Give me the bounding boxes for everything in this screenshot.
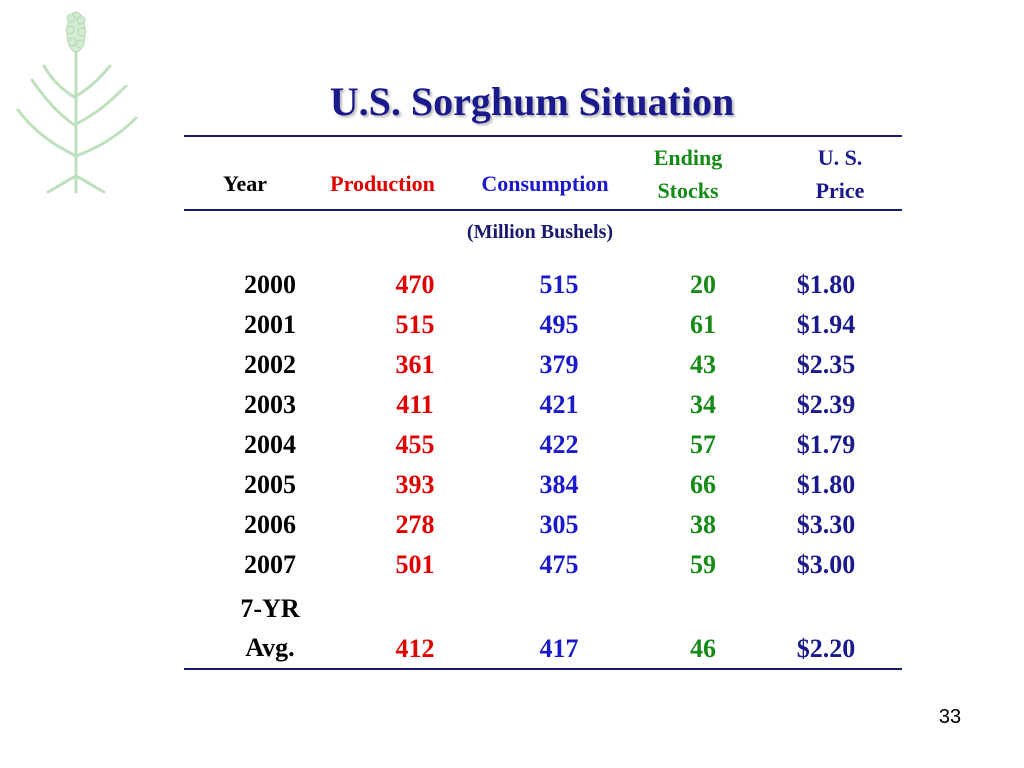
header-production: Production — [330, 171, 435, 196]
table-row: 2000 470 515 20 $1.80 — [0, 265, 1024, 305]
cell-ending-stocks: 59 — [690, 550, 716, 579]
cell-ending-stocks: 61 — [690, 310, 716, 339]
table-row: 2003 411 421 34 $2.39 — [0, 385, 1024, 425]
cell-year: 2001 — [244, 310, 296, 339]
cell-year: 2007 — [244, 550, 296, 579]
cell-consumption: 515 — [539, 270, 579, 299]
table-row: 2006 278 305 38 $3.30 — [0, 505, 1024, 545]
table-body: 2000 470 515 20 $1.80 2001 515 495 61 $1… — [0, 265, 1024, 585]
cell-price: $1.94 — [796, 310, 856, 339]
header-price-line2: Price — [815, 178, 865, 203]
cell-consumption: 379 — [539, 350, 579, 379]
cell-year: 2003 — [244, 390, 296, 419]
cell-ending-stocks: 57 — [690, 430, 716, 459]
header-price-line1: U. S. — [817, 145, 863, 170]
cell-ending-stocks: 34 — [690, 390, 716, 419]
cell-year: 2000 — [244, 270, 296, 299]
cell-production: 470 — [395, 270, 435, 299]
cell-price: $1.80 — [796, 270, 856, 299]
cell-consumption: 422 — [539, 430, 579, 459]
header-consumption: Consumption — [481, 171, 609, 196]
cell-average-ending-stocks: 46 — [690, 634, 716, 663]
cell-production: 411 — [396, 390, 434, 419]
header-price: U. S. Price — [772, 141, 908, 207]
cell-ending-stocks: 43 — [690, 350, 716, 379]
cell-consumption: 384 — [539, 470, 579, 499]
header-year: Year — [223, 171, 267, 196]
cell-consumption: 495 — [539, 310, 579, 339]
cell-consumption: 421 — [539, 390, 579, 419]
cell-year: 2005 — [244, 470, 296, 499]
header-ending-stocks-line1: Ending — [653, 145, 723, 170]
cell-price: $2.35 — [796, 350, 856, 379]
cell-average-production: 412 — [395, 634, 435, 663]
cell-ending-stocks: 38 — [690, 510, 716, 539]
cell-production: 278 — [395, 510, 435, 539]
header-ending-stocks: Ending Stocks — [620, 141, 756, 207]
units-label: (Million Bushels) — [466, 221, 614, 243]
average-label-line2: Avg. — [245, 633, 295, 662]
cell-price: $1.79 — [796, 430, 856, 459]
cell-price: $3.30 — [796, 510, 856, 539]
cell-production: 393 — [395, 470, 435, 499]
cell-year: 2006 — [244, 510, 296, 539]
cell-price: $2.39 — [796, 390, 856, 419]
table-row: 2002 361 379 43 $2.35 — [0, 345, 1024, 385]
cell-year: 2004 — [244, 430, 296, 459]
cell-production: 361 — [395, 350, 435, 379]
cell-consumption: 475 — [539, 550, 579, 579]
cell-ending-stocks: 66 — [690, 470, 716, 499]
cell-production: 501 — [395, 550, 435, 579]
cell-average-label: 7-YR Avg. — [220, 589, 320, 667]
cell-production: 515 — [395, 310, 435, 339]
average-row: 7-YR Avg. 412 417 46 $2.20 — [0, 589, 1024, 669]
sorghum-plant-icon — [16, 11, 138, 194]
cell-average-consumption: 417 — [539, 634, 579, 663]
cell-average-price: $2.20 — [796, 634, 856, 663]
table-row: 2007 501 475 59 $3.00 — [0, 545, 1024, 585]
header-ending-stocks-line2: Stocks — [657, 178, 719, 203]
cell-consumption: 305 — [539, 510, 579, 539]
table-header-rule — [184, 209, 902, 211]
table-row: 2004 455 422 57 $1.79 — [0, 425, 1024, 465]
average-label-line1: 7-YR — [240, 594, 300, 623]
cell-production: 455 — [395, 430, 435, 459]
table-row: 2005 393 384 66 $1.80 — [0, 465, 1024, 505]
page-number: 33 — [938, 706, 962, 728]
table-bottom-rule — [184, 668, 902, 670]
cell-ending-stocks: 20 — [690, 270, 716, 299]
cell-price: $1.80 — [796, 470, 856, 499]
slide-title: U.S. Sorghum Situation — [329, 79, 735, 124]
cell-year: 2002 — [244, 350, 296, 379]
table-top-rule — [184, 135, 902, 137]
cell-price: $3.00 — [796, 550, 856, 579]
table-row: 2001 515 495 61 $1.94 — [0, 305, 1024, 345]
